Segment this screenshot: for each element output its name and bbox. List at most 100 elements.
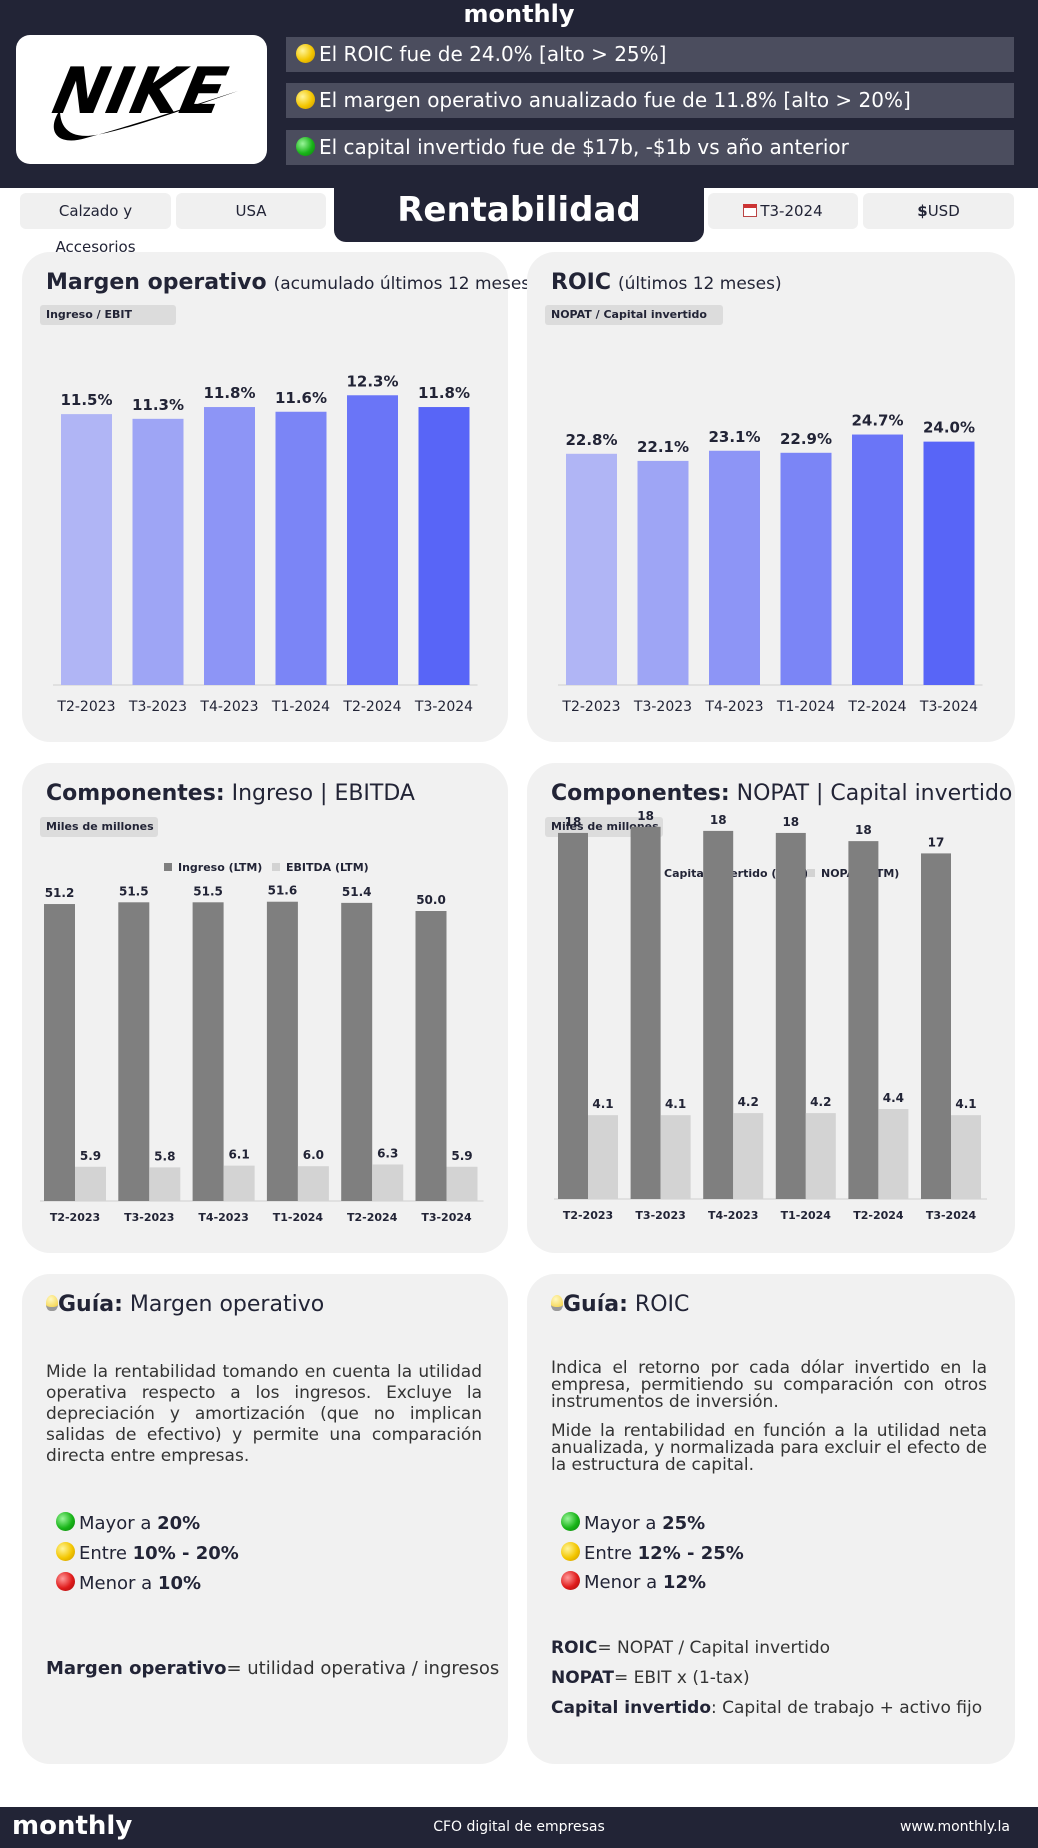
guide-roic-description-1: Indica el retorno por cada dólar inverti…: [551, 1358, 987, 1412]
currency-filter[interactable]: $USD: [863, 193, 1014, 229]
company-logo: NIKE: [16, 35, 267, 164]
x-tick-label: T2-2024: [342, 699, 401, 715]
legend-label: Capital invertido (12m): [664, 867, 808, 880]
guide-roic-title: Guía: ROIC: [551, 1292, 689, 1317]
margin-formula: Margen operativo= utilidad operativa / i…: [46, 1658, 500, 1679]
data-label: 5.9: [80, 1149, 101, 1163]
level-high: Mayor a 25%: [561, 1512, 705, 1534]
bar: [848, 841, 879, 1199]
header: monthly NIKE El ROIC fue de 24.0% [alto …: [0, 0, 1038, 188]
lightbulb-icon: [551, 1295, 563, 1311]
data-label: 51.5: [193, 884, 223, 898]
roic-bar-chart: 22.8% T2-2023 22.1% T3-2023 23.1% T4-2023 22.9…: [558, 412, 983, 715]
bar: [709, 450, 760, 685]
sector-filter[interactable]: Calzado y Accesorios: [20, 193, 171, 256]
period-label: T3-2024: [760, 202, 823, 220]
data-label: 50.0: [416, 893, 446, 907]
capital-formula: Capital invertido: Capital de trabajo + …: [551, 1698, 983, 1718]
bar: [275, 411, 327, 685]
insight-margin: El margen operativo anualizado fue de 11…: [286, 83, 1014, 118]
data-label: 22.8%: [565, 431, 617, 449]
x-tick-label: T2-2024: [847, 699, 906, 715]
margin-bar-chart: 11.5% T2-2023 11.3% T3-2023 11.8% T4-2023 11.6…: [53, 372, 478, 715]
logo-wordmark: NIKE: [47, 55, 233, 129]
data-label: 51.2: [45, 886, 75, 900]
insight-text: El capital invertido fue de $17b, -$1b v…: [319, 135, 849, 159]
data-label: 18: [565, 815, 582, 829]
bar: [418, 407, 470, 685]
bar: [852, 434, 903, 685]
data-label: 5.9: [451, 1149, 472, 1163]
components-capital-card: Componentes: NOPAT | Capital invertido M…: [527, 763, 1015, 1253]
margin-card-title: Margen operativo (acumulado últimos 12 m…: [46, 270, 537, 295]
legend-label: EBITDA (LTM): [286, 861, 369, 874]
roic-formula-pill: NOPAT / Capital invertido: [545, 305, 723, 325]
bar: [372, 1164, 404, 1201]
data-label: 11.8%: [203, 384, 255, 402]
x-tick-label: T3-2023: [128, 699, 187, 715]
level-low: Menor a 10%: [56, 1572, 201, 1594]
yellow-status-icon: [561, 1542, 580, 1561]
data-label: 18: [782, 815, 799, 829]
footer-url[interactable]: www.monthly.la: [899, 1819, 1010, 1835]
roic-formula: ROIC= NOPAT / Capital invertido: [551, 1638, 831, 1658]
bar: [132, 418, 184, 685]
x-tick-label: T3-2024: [414, 699, 473, 715]
insight-text: El margen operativo anualizado fue de 11…: [319, 88, 911, 112]
bar: [44, 904, 75, 1201]
insight-roic: El ROIC fue de 24.0% [alto > 25%]: [286, 37, 1014, 72]
x-tick-label: T1-2024: [781, 1209, 832, 1222]
data-label: 4.1: [592, 1097, 613, 1111]
bar: [923, 441, 975, 685]
data-label: 51.5: [119, 884, 149, 898]
country-label: USA: [235, 202, 267, 220]
bar: [660, 1115, 691, 1199]
bar: [951, 1115, 981, 1199]
dollar-icon: $: [917, 202, 928, 220]
data-label: 17: [928, 835, 945, 849]
x-tick-label: T3-2024: [926, 1209, 977, 1222]
bar: [223, 1165, 255, 1201]
bar: [75, 1166, 106, 1201]
bar: [118, 902, 150, 1201]
sector-label: Calzado y Accesorios: [55, 202, 136, 256]
bar: [878, 1109, 909, 1199]
insight-text: El ROIC fue de 24.0% [alto > 25%]: [319, 42, 667, 66]
data-label: 51.6: [268, 884, 298, 898]
x-tick-label: T4-2023: [708, 1209, 758, 1222]
guide-margin-title: Guía: Margen operativo: [46, 1292, 324, 1317]
data-label: 4.2: [738, 1095, 759, 1109]
country-filter[interactable]: USA: [176, 193, 326, 229]
bar: [61, 414, 112, 685]
x-tick-label: T1-2024: [776, 699, 835, 715]
green-status-icon: [296, 137, 315, 156]
bar: [266, 901, 298, 1201]
data-label: 6.3: [377, 1146, 398, 1160]
page-title-text: Rentabilidad: [397, 190, 641, 230]
x-tick-label: T2-2024: [853, 1209, 904, 1222]
data-label: 11.3%: [132, 396, 184, 414]
components-capital-title: Componentes: NOPAT | Capital invertido: [551, 781, 1013, 806]
x-tick-label: T3-2023: [635, 1209, 685, 1222]
legend-label: Ingreso (LTM): [178, 861, 262, 874]
bar: [566, 453, 617, 685]
guide-margin-description: Mide la rentabilidad tomando en cuenta l…: [46, 1362, 482, 1466]
bar: [149, 1167, 181, 1201]
x-tick-label: T4-2023: [199, 699, 258, 715]
guide-roic-description-2: Mide la rentabilidad en función a la uti…: [551, 1421, 987, 1475]
x-tick-label: T2-2023: [56, 699, 115, 715]
data-label: 51.4: [342, 885, 372, 899]
red-status-icon: [56, 1572, 75, 1591]
data-label: 6.0: [303, 1148, 324, 1162]
data-label: 22.9%: [780, 430, 832, 448]
bar: [415, 911, 447, 1201]
data-label: 23.1%: [708, 428, 760, 446]
x-tick-label: T2-2023: [563, 1209, 613, 1222]
revenue-ebitda-chart: Ingreso (LTM) EBITDA (LTM) 51.2 5.9 T2-2023 5…: [40, 861, 484, 1224]
period-filter[interactable]: T3-2024: [708, 193, 858, 229]
bar: [703, 830, 734, 1199]
nopat-formula: NOPAT= EBIT x (1-tax): [551, 1668, 750, 1688]
legend-swatch: [272, 863, 280, 871]
bar: [446, 1166, 478, 1201]
bar: [347, 395, 398, 685]
